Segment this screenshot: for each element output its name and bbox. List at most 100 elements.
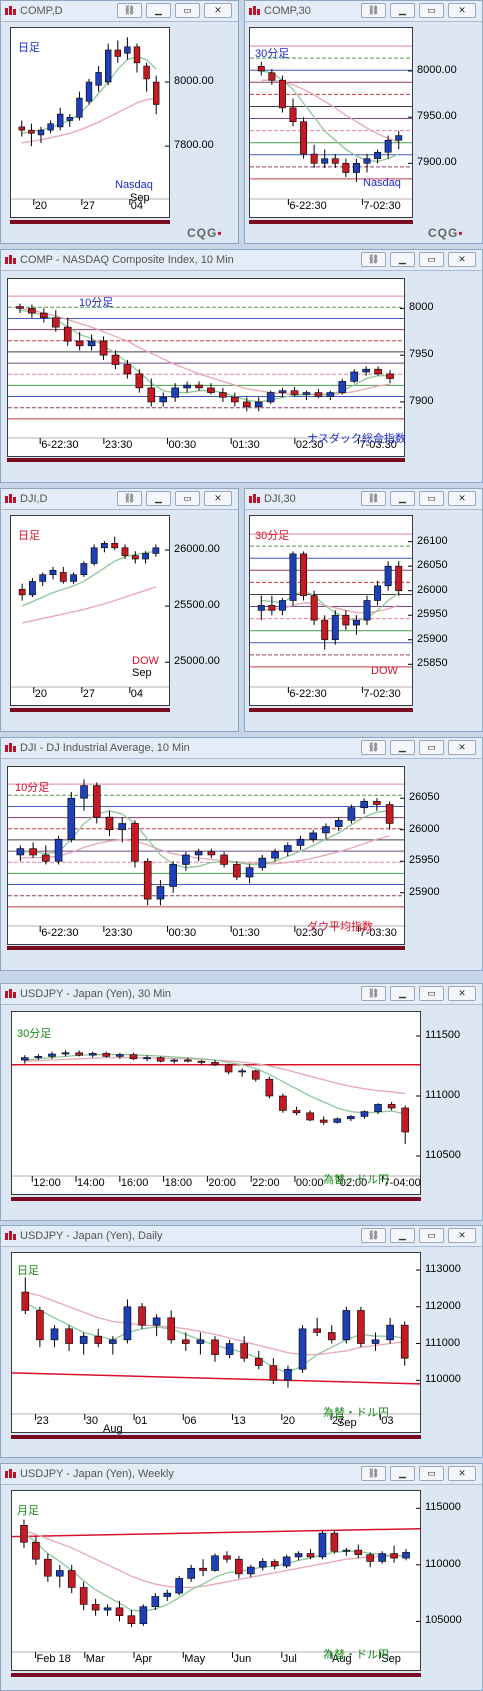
link-chain-icon: ⛓ <box>123 5 136 15</box>
candle <box>290 386 299 397</box>
chart-window-usdjpy-daily[interactable]: USDJPY - Japan (Yen), Daily ⛓ ▁ ▭ ✕ 1130… <box>0 1225 483 1458</box>
maximize-button[interactable]: ▭ <box>419 986 444 1001</box>
maximize-button[interactable]: ▭ <box>175 491 200 506</box>
minimize-button[interactable]: ▁ <box>390 740 415 755</box>
chart-plot-area[interactable] <box>7 766 405 945</box>
window-titlebar[interactable]: DJI,D ⛓ ▁ ▭ ✕ <box>1 489 238 510</box>
time-scrollbar[interactable] <box>7 946 405 950</box>
candle <box>278 75 286 113</box>
chart-plot-area[interactable] <box>249 515 413 706</box>
link-chain-button[interactable]: ⛓ <box>117 491 142 506</box>
candle <box>384 135 392 159</box>
candle <box>111 350 120 370</box>
chart-window-comp-daily[interactable]: COMP,D ⛓ ▁ ▭ ✕ CQG▪ 8000.00 7800.00 20 27 04… <box>0 0 239 244</box>
time-scrollbar[interactable] <box>10 708 170 712</box>
candle <box>235 1555 243 1579</box>
x-tick-label: 18:00 <box>164 1177 193 1189</box>
minimize-button[interactable]: ▁ <box>390 1228 415 1243</box>
close-button[interactable]: ✕ <box>448 1466 476 1481</box>
minimize-button[interactable]: ▁ <box>390 1466 415 1481</box>
chart-plot-area[interactable] <box>7 278 405 457</box>
y-tick-label: 115000 <box>425 1501 461 1514</box>
chart-window-usdjpy-30min[interactable]: USDJPY - Japan (Yen), 30 Min ⛓ ▁ ▭ ✕ 111… <box>0 983 483 1221</box>
time-scrollbar[interactable] <box>11 1435 421 1439</box>
close-button[interactable]: ✕ <box>448 252 476 267</box>
chart-window-comp-10min[interactable]: COMP - NASDAQ Composite Index, 10 Min ⛓ … <box>0 249 483 483</box>
close-button[interactable]: ✕ <box>448 740 476 755</box>
window-titlebar[interactable]: DJI,30 ⛓ ▁ ▭ ✕ <box>245 489 482 510</box>
candle <box>385 801 394 830</box>
minimize-button[interactable]: ▁ <box>390 491 415 506</box>
candle <box>374 580 382 606</box>
maximize-button[interactable]: ▭ <box>419 3 444 18</box>
window-titlebar[interactable]: COMP,30 ⛓ ▁ ▭ ✕ <box>245 1 482 22</box>
minimize-button[interactable]: ▁ <box>146 3 171 18</box>
candle <box>254 397 263 412</box>
candle <box>342 1547 351 1556</box>
candle <box>350 369 359 384</box>
candle <box>171 383 179 402</box>
chart-plot-area[interactable] <box>11 1252 421 1433</box>
link-chain-button[interactable]: ⛓ <box>361 3 386 18</box>
time-scrollbar[interactable] <box>7 458 405 462</box>
chart-plot-area[interactable] <box>10 515 170 706</box>
chart-plot-area[interactable] <box>249 27 413 218</box>
candle <box>40 308 48 323</box>
link-chain-button[interactable]: ⛓ <box>117 3 142 18</box>
maximize-button[interactable]: ▭ <box>419 491 444 506</box>
window-titlebar[interactable]: USDJPY - Japan (Yen), 30 Min ⛓ ▁ ▭ ✕ <box>1 984 482 1005</box>
maximize-button[interactable]: ▭ <box>419 740 444 755</box>
minimize-button[interactable]: ▁ <box>390 252 415 267</box>
link-chain-button[interactable]: ⛓ <box>361 1466 386 1481</box>
chart-window-comp-30min[interactable]: COMP,30 ⛓ ▁ ▭ ✕ CQG▪ 8000.00 7950.00 7900.… <box>244 0 483 244</box>
time-scrollbar[interactable] <box>249 220 413 224</box>
time-scrollbar[interactable] <box>10 220 170 224</box>
candle <box>333 1117 342 1124</box>
maximize-button[interactable]: ▭ <box>419 252 444 267</box>
close-button[interactable]: ✕ <box>204 491 232 506</box>
close-button[interactable]: ✕ <box>448 3 476 18</box>
time-scrollbar[interactable] <box>11 1197 421 1201</box>
candle <box>296 836 305 850</box>
candle <box>37 126 45 143</box>
x-tick-label: Apr <box>135 1653 153 1665</box>
link-chain-button[interactable]: ⛓ <box>361 986 386 1001</box>
window-titlebar[interactable]: USDJPY - Japan (Yen), Daily ⛓ ▁ ▭ ✕ <box>1 1226 482 1247</box>
link-chain-button[interactable]: ⛓ <box>361 1228 386 1243</box>
link-chain-button[interactable]: ⛓ <box>361 491 386 506</box>
time-scrollbar[interactable] <box>249 708 413 712</box>
maximize-button[interactable]: ▭ <box>175 3 200 18</box>
chart-plot-area[interactable] <box>11 1011 421 1195</box>
link-chain-button[interactable]: ⛓ <box>361 740 386 755</box>
chart-window-dji-daily[interactable]: DJI,D ⛓ ▁ ▭ ✕ 26000.00 25500.00 25000.00 20… <box>0 488 239 732</box>
close-button[interactable]: ✕ <box>448 491 476 506</box>
symbol-label: Nasdaq <box>115 179 153 191</box>
link-chain-button[interactable]: ⛓ <box>361 252 386 267</box>
window-titlebar[interactable]: DJI - DJ Industrial Average, 10 Min ⛓ ▁ … <box>1 738 482 759</box>
maximize-button[interactable]: ▭ <box>419 1466 444 1481</box>
chart-plot-area[interactable] <box>11 1490 421 1671</box>
candle <box>207 383 215 395</box>
chart-plot-area[interactable] <box>10 27 170 218</box>
chart-app-icon <box>5 6 16 15</box>
close-button[interactable]: ✕ <box>448 1228 476 1243</box>
time-scrollbar[interactable] <box>11 1673 421 1677</box>
chart-window-usdjpy-weekly[interactable]: USDJPY - Japan (Yen), Weekly ⛓ ▁ ▭ ✕ 115… <box>0 1463 483 1691</box>
chart-window-dji-30min[interactable]: DJI,30 ⛓ ▁ ▭ ✕ 26100 26050 26000 25950 25900… <box>244 488 483 732</box>
x-tick-label: 20 <box>34 688 48 700</box>
chart-window-dji-10min[interactable]: DJI - DJ Industrial Average, 10 Min ⛓ ▁ … <box>0 737 483 971</box>
minimize-button[interactable]: ▁ <box>146 491 171 506</box>
window-titlebar[interactable]: COMP,D ⛓ ▁ ▭ ✕ <box>1 1 238 22</box>
window-titlebar[interactable]: USDJPY - Japan (Yen), Weekly ⛓ ▁ ▭ ✕ <box>1 1464 482 1485</box>
maximize-button[interactable]: ▭ <box>419 1228 444 1243</box>
minimize-icon: ▁ <box>399 493 406 503</box>
y-tick-label: 7800.00 <box>174 139 214 152</box>
close-button[interactable]: ✕ <box>204 3 232 18</box>
window-titlebar[interactable]: COMP - NASDAQ Composite Index, 10 Min ⛓ … <box>1 250 482 271</box>
minimize-button[interactable]: ▁ <box>390 986 415 1001</box>
close-button[interactable]: ✕ <box>448 986 476 1001</box>
minimize-button[interactable]: ▁ <box>390 3 415 18</box>
link-chain-icon: ⛓ <box>367 1230 380 1240</box>
candle <box>101 541 108 553</box>
candle <box>401 1105 410 1144</box>
